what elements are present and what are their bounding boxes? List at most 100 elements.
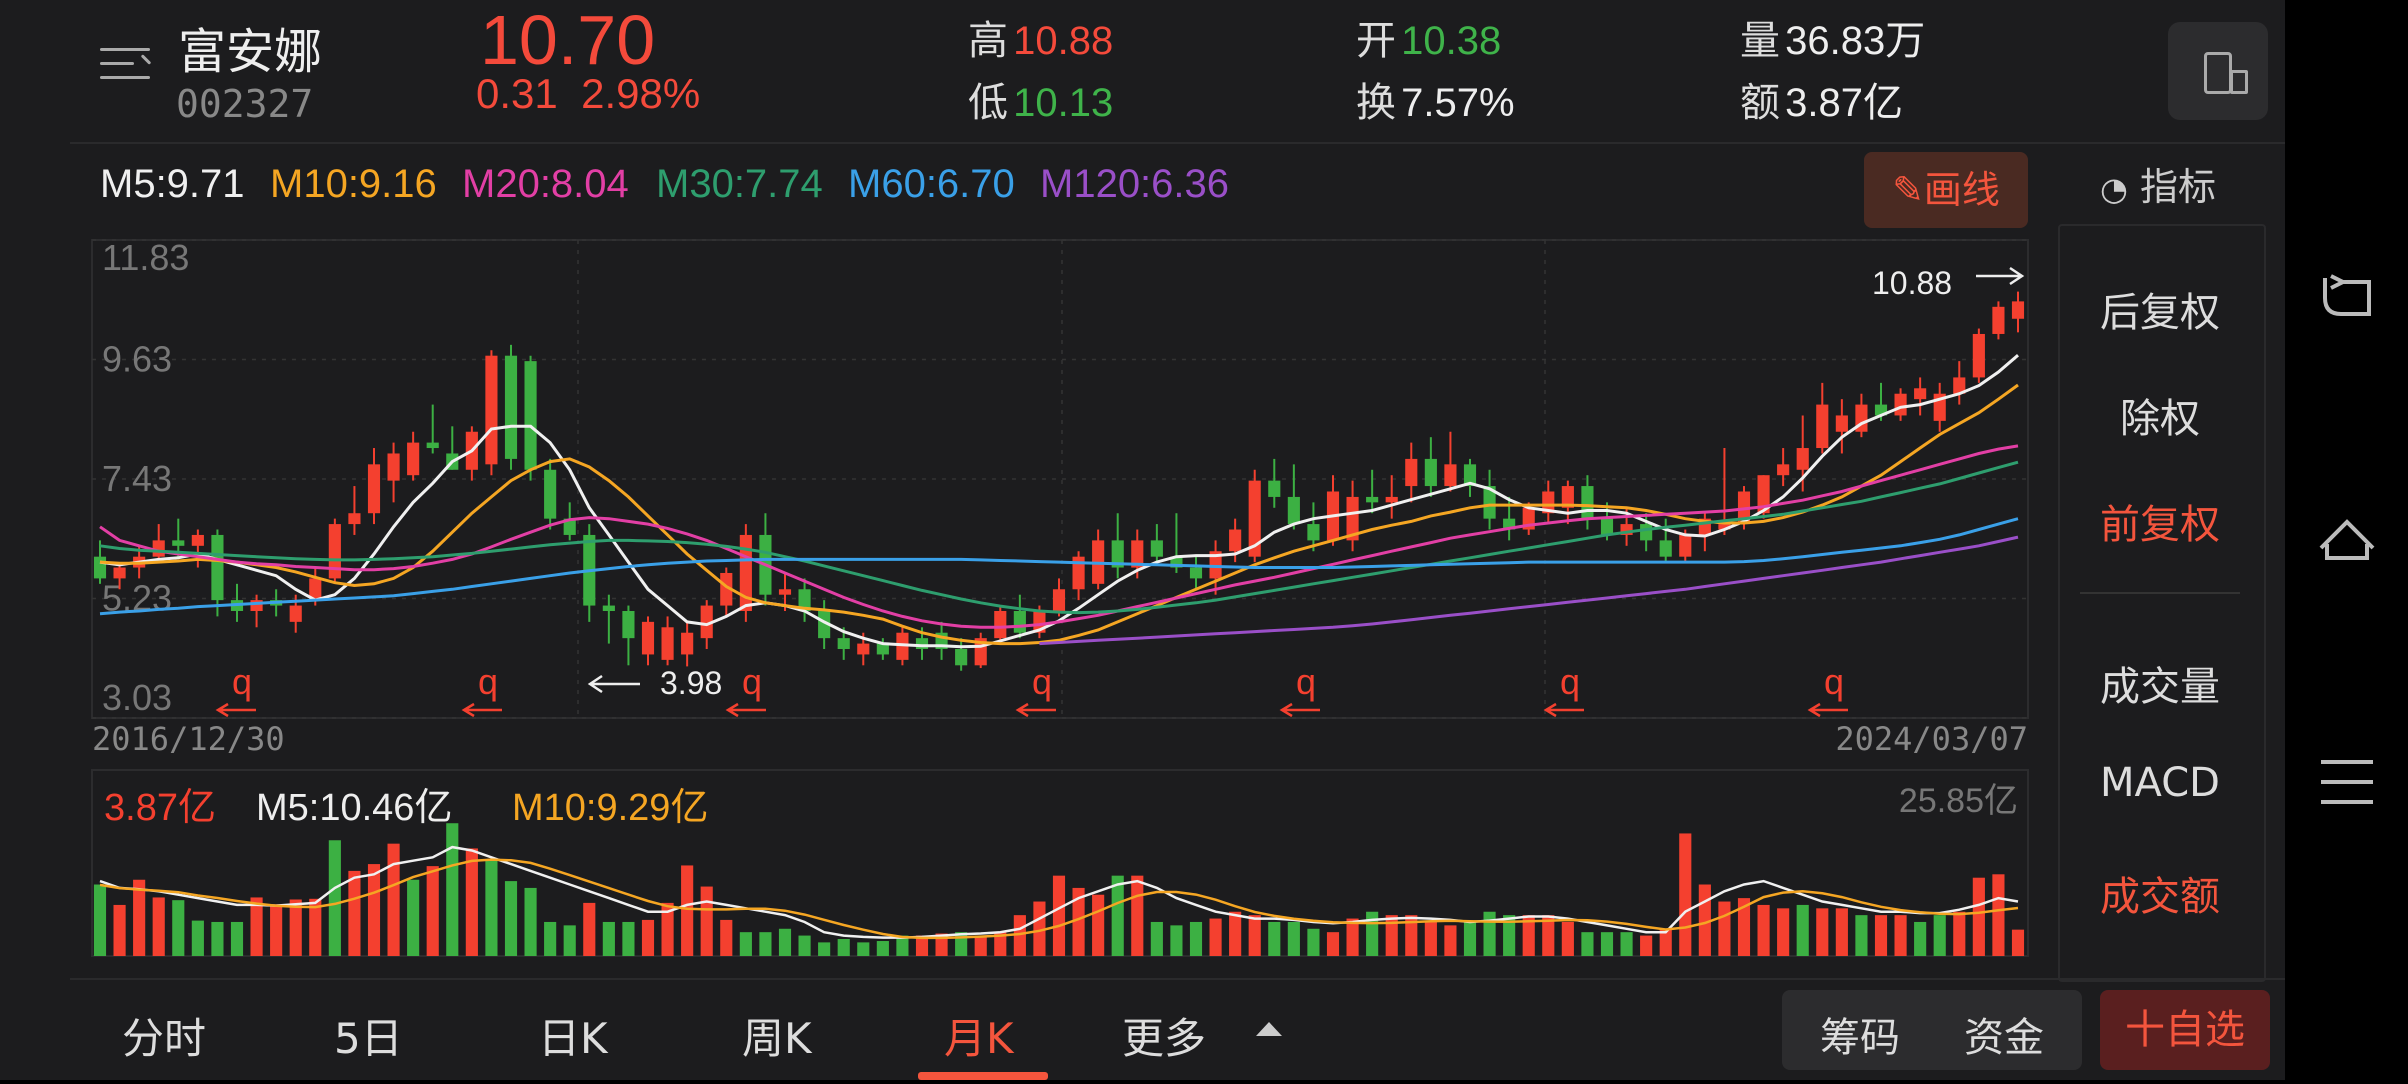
amount-bar <box>524 887 537 956</box>
amount-bar <box>1209 918 1222 956</box>
back-icon[interactable] <box>2323 274 2371 316</box>
candle <box>407 431 420 481</box>
amount-bar <box>1385 915 1398 956</box>
candle <box>1111 513 1124 579</box>
amount-bar <box>1992 874 2005 956</box>
add-watchlist-button[interactable]: 十自选 <box>2100 990 2270 1070</box>
candle-body <box>1659 540 1672 557</box>
candle <box>1268 458 1281 508</box>
candle-body <box>1013 610 1026 633</box>
candle <box>1346 480 1359 552</box>
amount-bar <box>1522 915 1535 956</box>
tab-more[interactable]: 更多 <box>1122 1014 1207 1063</box>
candle <box>348 486 361 535</box>
amount-max-label: 25.85亿 <box>1899 782 2018 820</box>
amount-value: 3.87亿 <box>1785 81 1903 125</box>
candle <box>1914 377 1927 416</box>
amount-bar <box>1248 915 1261 956</box>
amount-bar <box>661 902 674 956</box>
arrow-left-icon <box>1279 702 1320 718</box>
amount-bar <box>896 935 909 956</box>
candle-body <box>1131 540 1144 568</box>
tab-daily-k[interactable]: 日K <box>538 1014 608 1063</box>
event-marker: q <box>461 661 502 718</box>
y-tick-label: 9.63 <box>102 339 172 380</box>
amount-bar <box>133 879 146 956</box>
amount-bar <box>191 920 204 956</box>
amount-bar <box>1405 915 1418 956</box>
event-marker-label: q <box>1560 661 1580 702</box>
amount-bar <box>1111 875 1124 956</box>
candle-body <box>113 567 126 579</box>
option-ex-rights[interactable]: 除权 <box>2120 396 2200 442</box>
chips-button[interactable]: 筹码 <box>1820 1015 1900 1061</box>
home-icon[interactable] <box>2319 519 2375 560</box>
candle <box>935 621 948 660</box>
y-tick-label: 11.83 <box>102 237 189 278</box>
candle <box>955 638 968 671</box>
turnover-stat: 换 7.57% <box>1356 70 1515 128</box>
option-volume[interactable]: 成交量 <box>2100 664 2220 710</box>
tab-5day[interactable]: 5日 <box>334 1014 403 1063</box>
candle <box>1013 594 1026 639</box>
funds-button[interactable]: 资金 <box>1964 1015 2044 1061</box>
candle-body <box>250 600 263 611</box>
candle-body <box>1972 333 1985 378</box>
tab-weekly-k[interactable]: 周K <box>742 1014 812 1063</box>
amount-bar <box>915 935 929 956</box>
event-marker: q <box>1807 661 1848 718</box>
amount-bar <box>1659 928 1672 956</box>
event-marker-label: q <box>1296 661 1316 702</box>
tab-intraday[interactable]: 分时 <box>122 1014 207 1063</box>
candle-body <box>1894 393 1907 416</box>
amount-bar <box>1620 932 1633 956</box>
draw-line-button[interactable]: ✎画线 <box>1864 152 2028 228</box>
amount-bar <box>1816 908 1829 956</box>
candle <box>1092 529 1105 590</box>
candle-body <box>602 605 615 611</box>
landscape-toggle-button[interactable] <box>2168 22 2268 120</box>
draw-line-label: 画线 <box>1923 168 2000 212</box>
min-price-label: 3.98 <box>660 665 722 701</box>
volume-value: 36.83万 <box>1785 19 1926 63</box>
candle <box>504 344 518 470</box>
candle-body <box>1777 464 1790 476</box>
active-tab-indicator <box>918 1072 1048 1080</box>
amount-bar <box>837 938 850 956</box>
event-marker-label: q <box>1032 661 1052 702</box>
indicator-button[interactable]: ◔ 指标 <box>2100 156 2216 211</box>
volume-label: 量 <box>1740 18 1780 64</box>
menu-icon[interactable] <box>100 48 152 90</box>
candle <box>720 567 733 617</box>
event-marker: q <box>215 661 256 718</box>
option-amount[interactable]: 成交额 <box>2100 874 2220 920</box>
side-divider <box>2080 592 2240 594</box>
caret-up-icon[interactable] <box>1256 1022 1282 1036</box>
amount-bar <box>1581 932 1594 956</box>
amount-bar <box>1444 925 1457 956</box>
option-pre-adjust[interactable]: 前复权 <box>2100 502 2220 548</box>
tabs-divider <box>70 978 2285 980</box>
candle-body <box>1483 486 1496 519</box>
tab-monthly-k[interactable]: 月K <box>944 1014 1014 1063</box>
amount-bar <box>876 941 889 956</box>
recents-icon[interactable] <box>2321 760 2373 804</box>
candle-body <box>1503 518 1516 530</box>
option-post-adjust[interactable]: 后复权 <box>2100 290 2220 336</box>
amount-bar <box>1189 921 1203 956</box>
candle <box>1444 431 1457 492</box>
amount-bar <box>583 902 596 956</box>
current-price: 10.70 <box>480 1 656 79</box>
amount-bar <box>2011 929 2025 956</box>
candle <box>387 442 400 503</box>
min-arrow-icon <box>587 674 640 694</box>
candle-body <box>367 464 381 514</box>
option-macd[interactable]: MACD <box>2100 760 2220 806</box>
open-value: 10.38 <box>1401 19 1502 63</box>
candle-body <box>1874 404 1888 416</box>
candle-body <box>622 610 635 639</box>
candle-body <box>1600 518 1614 535</box>
candle-body <box>485 355 498 465</box>
candle-body <box>818 610 831 639</box>
